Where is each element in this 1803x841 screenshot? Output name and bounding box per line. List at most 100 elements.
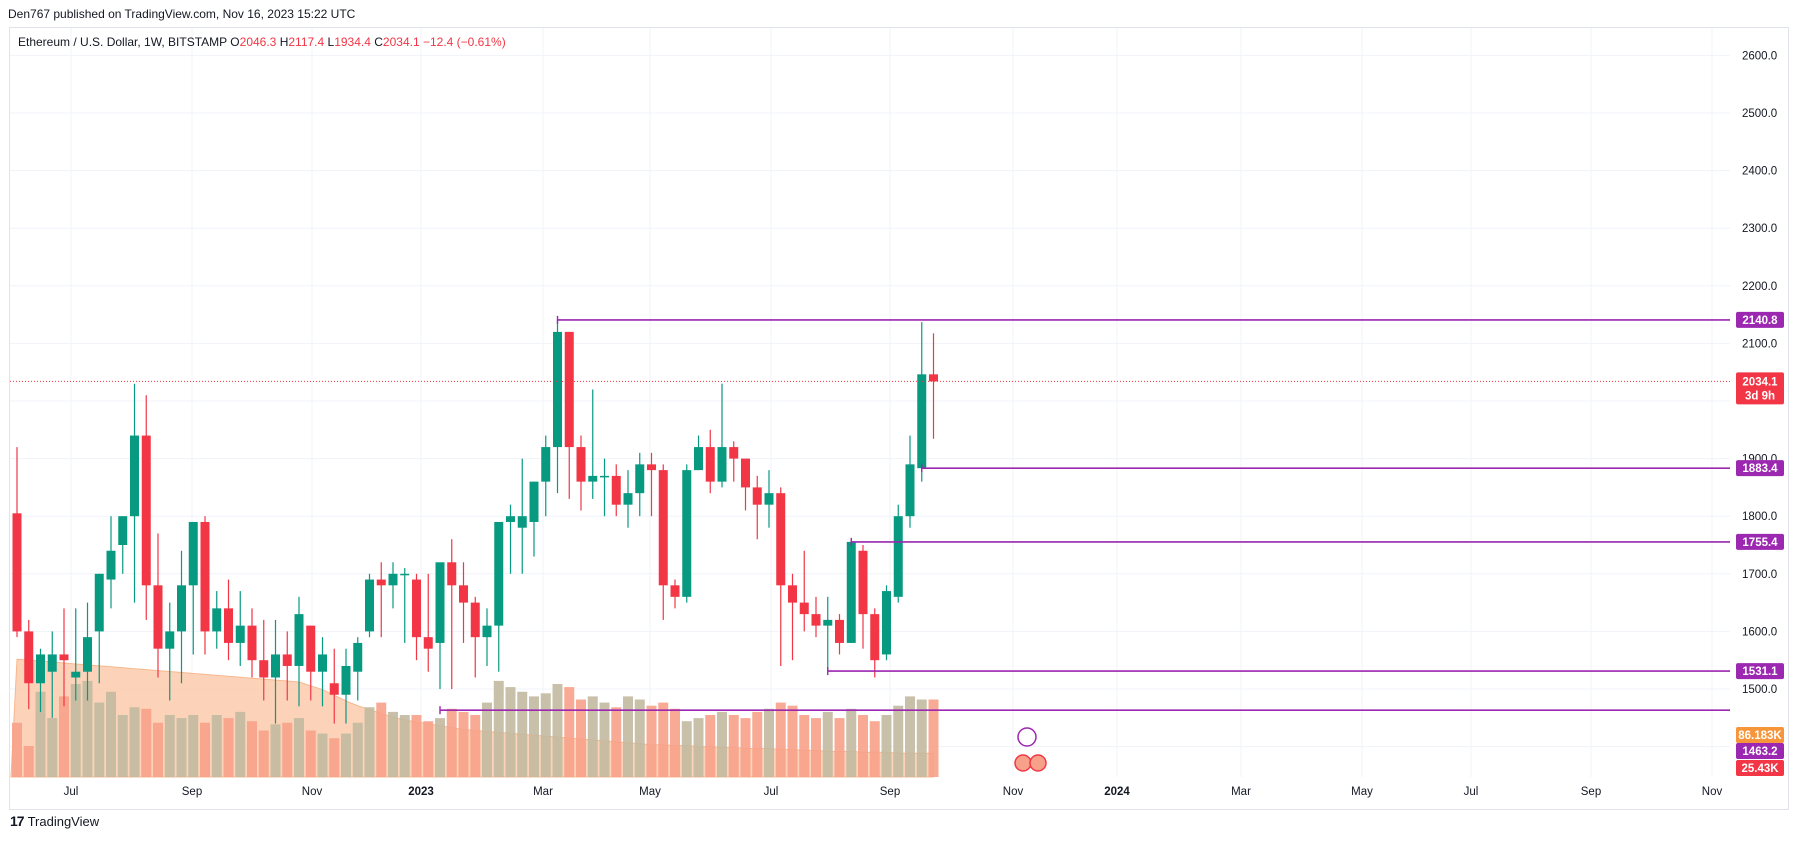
y-tick-label: 1500.0 <box>1742 684 1777 696</box>
symbol-legend[interactable]: Ethereum / U.S. Dollar, 1W, BITSTAMP O20… <box>18 35 506 49</box>
candle-body <box>447 562 457 586</box>
candle-body <box>893 516 903 597</box>
y-tick-label: 2100.0 <box>1742 338 1777 350</box>
volume-bar <box>270 724 281 777</box>
level-badge: 1755.4 <box>1742 537 1778 549</box>
volume-bar <box>517 691 528 777</box>
volume-bar <box>35 691 46 777</box>
candle-body <box>635 464 645 494</box>
tradingview-brand: TradingView <box>27 813 100 829</box>
volume-bar <box>740 718 751 777</box>
volume-bar <box>282 722 293 777</box>
volume-bar <box>552 684 563 777</box>
candle-body <box>247 625 257 661</box>
y-tick-label: 2600.0 <box>1742 50 1777 62</box>
volume-bar <box>223 718 234 777</box>
volume-bar <box>752 711 763 777</box>
tradingview-logo-icon: 17 <box>10 813 25 829</box>
volume-bar <box>411 715 422 777</box>
volume-bar <box>646 705 657 777</box>
candle-body <box>529 481 539 522</box>
symbol-title[interactable]: Ethereum / U.S. Dollar, 1W, BITSTAMP <box>18 35 227 49</box>
volume-bar <box>141 708 152 777</box>
x-tick-label: Mar <box>533 786 553 798</box>
change-value: −12.4 (−0.61%) <box>422 35 506 49</box>
volume-bar <box>670 708 680 777</box>
y-tick-label: 2500.0 <box>1742 108 1777 120</box>
volume-bar <box>916 699 927 777</box>
candle-body <box>212 608 222 632</box>
x-tick-label: Jul <box>764 786 779 798</box>
volume-bar <box>717 711 727 777</box>
volume-bar <box>705 715 716 777</box>
volume-bar <box>70 684 81 777</box>
candle-body <box>647 464 656 471</box>
candle-body <box>835 619 844 643</box>
volume-badge: 25.43K <box>1741 763 1779 775</box>
candle-body <box>365 579 374 632</box>
candle-body <box>83 637 92 672</box>
tradingview-footer[interactable]: 17 TradingView <box>10 813 99 829</box>
volume-bar <box>117 715 128 777</box>
candle-body <box>36 654 45 684</box>
volume-bar <box>59 696 69 777</box>
volume-bar <box>881 715 892 777</box>
x-tick-label: Sep <box>1581 786 1601 798</box>
candle-body <box>752 487 762 505</box>
candle-body <box>870 614 880 661</box>
x-tick-label: May <box>1351 786 1373 798</box>
volume-bar <box>846 708 857 777</box>
x-tick-label: 2024 <box>1104 786 1130 798</box>
us-flag-event-icon <box>1014 754 1032 772</box>
volume-bar <box>587 696 598 777</box>
volume-bar <box>94 702 105 777</box>
volume-bar <box>129 707 140 777</box>
candle-body <box>823 619 833 626</box>
x-tick-label: 2023 <box>408 786 434 798</box>
volume-bar <box>294 718 304 777</box>
volume-bar <box>728 715 739 777</box>
volume-bar <box>211 715 222 777</box>
volume-bar <box>106 691 116 777</box>
candle-body <box>59 654 69 661</box>
volume-bar <box>858 715 868 777</box>
candle-body <box>306 625 316 672</box>
level-badge-bg <box>1736 743 1784 759</box>
chart-pane[interactable] <box>9 27 1789 810</box>
candle-body <box>882 591 891 655</box>
candle-body <box>376 579 386 586</box>
volume-bar <box>247 721 257 777</box>
x-tick-label: Nov <box>1003 786 1024 798</box>
candle-body <box>564 331 574 448</box>
volume-bar <box>623 696 633 777</box>
candle-body <box>318 654 327 672</box>
candle-body <box>717 447 727 482</box>
volume-bar <box>540 693 551 777</box>
lightning-event-icon <box>1017 727 1037 747</box>
volume-bar <box>23 746 34 777</box>
volume-bar <box>493 680 504 777</box>
volume-bar <box>811 718 821 777</box>
high-value: 2117.4 <box>288 35 325 49</box>
candle-body <box>435 562 445 643</box>
candle-body <box>611 475 621 505</box>
volume-bar <box>928 699 939 777</box>
candle-body <box>71 671 81 678</box>
candle-body <box>799 602 809 615</box>
candle-body <box>623 493 633 505</box>
close-label: C <box>374 35 383 49</box>
candle-body <box>846 541 856 643</box>
x-tick-label: Sep <box>182 786 202 798</box>
level-badge: 2140.8 <box>1742 315 1778 327</box>
candle-body <box>600 475 609 478</box>
candle-body <box>153 585 163 649</box>
x-tick-label: Jul <box>1464 786 1479 798</box>
candle-body <box>764 493 774 505</box>
candle-body <box>553 331 562 448</box>
volume-bar <box>775 702 786 777</box>
volume-bar <box>423 721 434 777</box>
level-badge-bg <box>1736 663 1784 680</box>
volume-bar <box>634 699 645 777</box>
level-badge-bg <box>1736 533 1784 550</box>
